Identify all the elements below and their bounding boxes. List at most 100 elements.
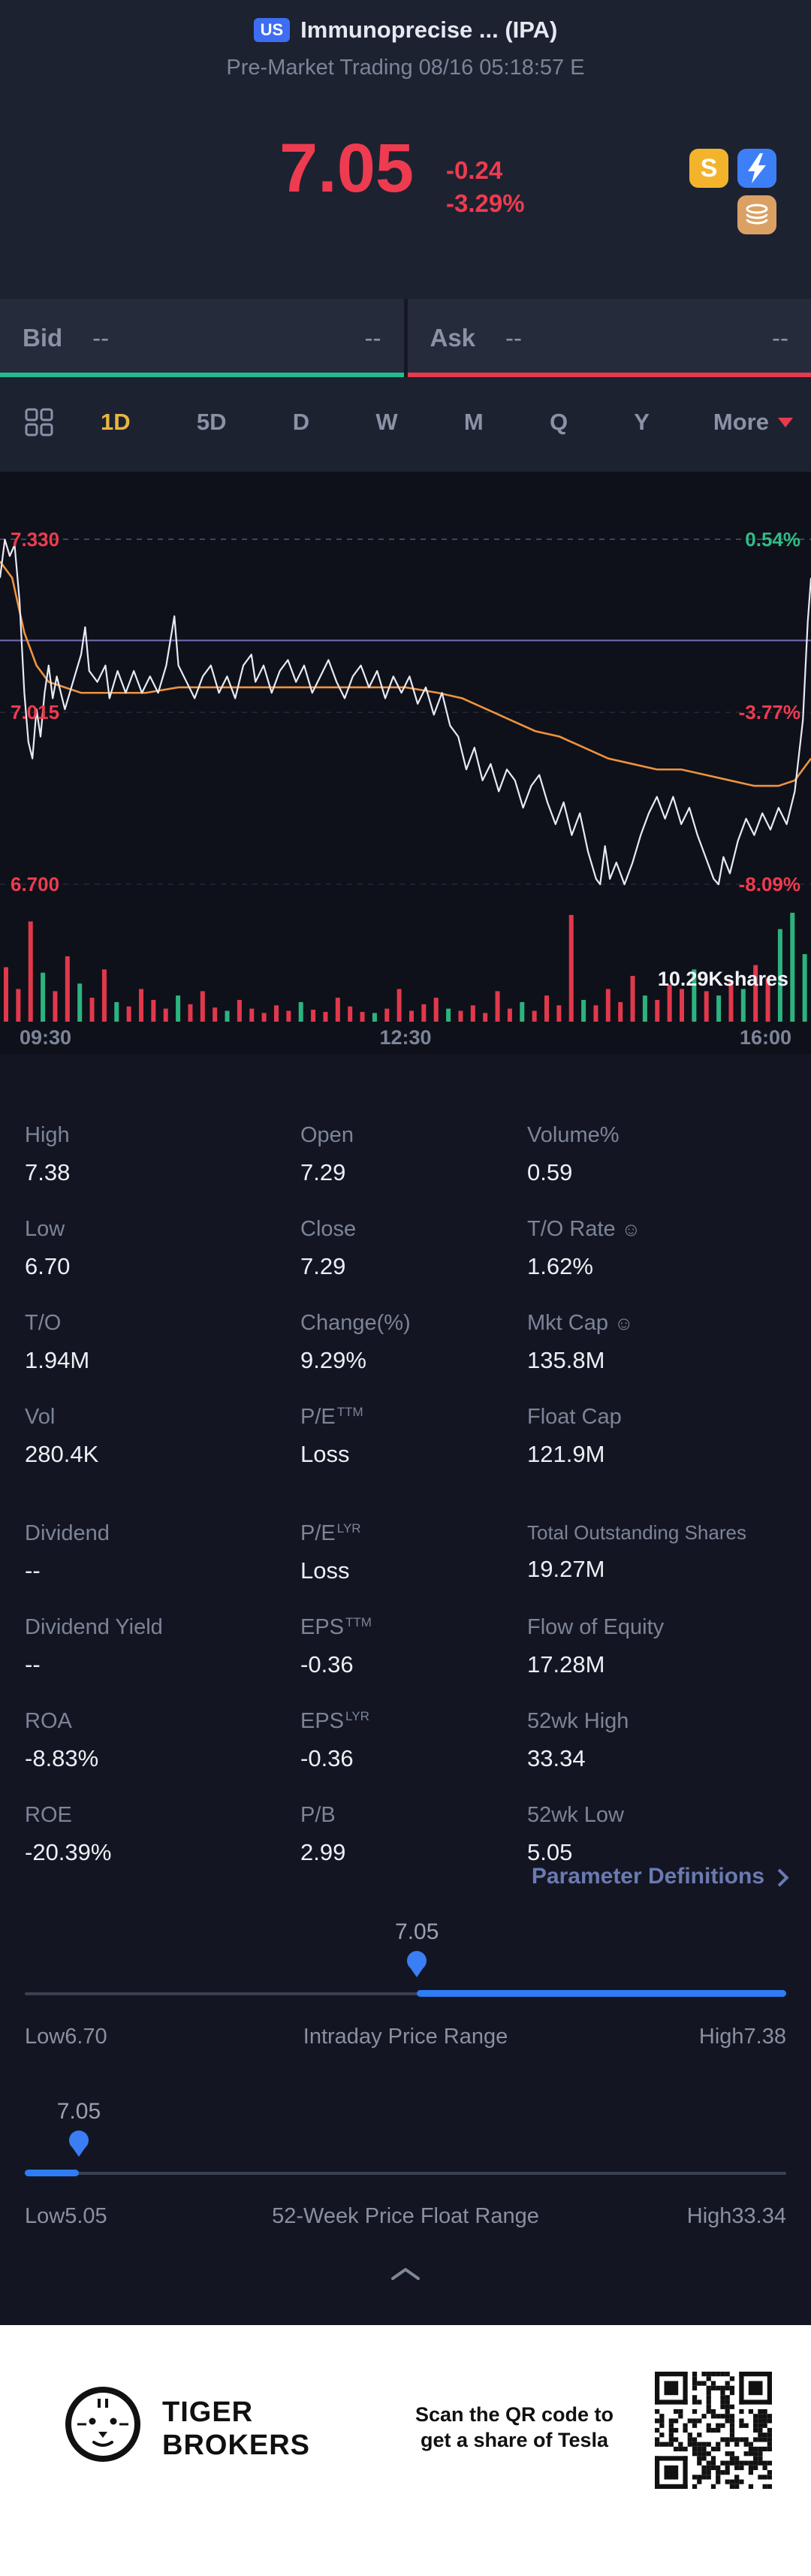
bid-cell[interactable]: Bid -- -- <box>0 299 404 377</box>
stat-label: 52wk Low <box>527 1803 624 1827</box>
chart-layout-grid-icon[interactable] <box>24 407 54 441</box>
stat-label: ROE <box>25 1803 72 1827</box>
bid-size: -- <box>364 324 381 352</box>
s-badge-letter: S <box>700 153 718 183</box>
promo-line-2: get a share of Tesla <box>420 2429 609 2451</box>
s-feature-icon[interactable]: S <box>689 149 728 188</box>
stats-row: Low 6.70 Close 7.29 T/O Rate ☺ 1.62% <box>25 1217 786 1311</box>
slider-low-label: Low6.70 <box>25 2025 107 2049</box>
tab-w[interactable]: W <box>375 409 398 435</box>
tab-d[interactable]: D <box>292 409 310 435</box>
stat-open: Open 7.29 <box>300 1123 527 1217</box>
tiger-brokers-logo <box>64 2385 142 2467</box>
stat-value: 1.94M <box>25 1347 90 1373</box>
qr-code <box>655 2372 772 2489</box>
chevron-right-icon <box>770 1868 789 1887</box>
stat-label: T/O Rate ☺ <box>527 1217 641 1241</box>
stat-value: Loss <box>300 1557 350 1584</box>
stat-change-: Change(%) 9.29% <box>300 1311 527 1405</box>
stat-eps: EPS TTM -0.36 <box>300 1615 527 1709</box>
time-label-close: 16:00 <box>739 1026 791 1049</box>
stat-value: -- <box>25 1557 41 1584</box>
stat-label: Dividend Yield <box>25 1615 163 1639</box>
slider-pin-icon[interactable] <box>68 2131 89 2150</box>
quote-bar: Bid -- -- Ask -- -- <box>0 299 811 377</box>
ask-price: -- <box>505 324 523 352</box>
stat-label: T/O <box>25 1311 62 1335</box>
chart-percent-label: -3.77% <box>738 701 800 724</box>
stats-row: Dividend -- P/E LYR Loss Total Outstanding Sh… <box>25 1521 786 1615</box>
slider-pin-icon[interactable] <box>407 1951 427 1971</box>
slider-fill <box>417 1990 786 1997</box>
title-row: US Immunoprecise ... (IPA) <box>0 0 811 44</box>
stat-label: P/E TTM <box>300 1405 363 1429</box>
bid-label: Bid <box>23 324 63 352</box>
stat-label: EPS LYR <box>300 1709 369 1733</box>
stat-flow-of-equity: Flow of Equity 17.28M <box>527 1615 786 1709</box>
layers-icon[interactable] <box>737 195 776 234</box>
stat-total-outstanding-shares: Total Outstanding Shares 19.27M <box>527 1521 786 1615</box>
stat-low: Low 6.70 <box>25 1217 300 1311</box>
stat-value: 0.59 <box>527 1159 573 1185</box>
slider-current-value: 7.05 <box>395 1919 439 1944</box>
slider-high-label: High7.38 <box>698 2025 786 2049</box>
chart-percent-label: 0.54% <box>745 527 800 551</box>
time-label-mid: 12:30 <box>379 1026 432 1049</box>
stat-value: 17.28M <box>527 1651 605 1678</box>
stat-label: Mkt Cap ☺ <box>527 1311 634 1335</box>
chart-percent-label: -8.09% <box>738 873 800 895</box>
stat-value: 280.4K <box>25 1441 99 1467</box>
slider-high-label: High33.34 <box>686 2204 786 2228</box>
parameter-definitions-label: Parameter Definitions <box>531 1864 764 1889</box>
stat-roe: ROE -20.39% <box>25 1803 300 1897</box>
stat-label: EPS TTM <box>300 1615 372 1639</box>
stat-label: Close <box>300 1217 357 1241</box>
flash-order-icon[interactable] <box>737 149 776 188</box>
brand-line-1: TIGER <box>162 2396 254 2428</box>
chart-price-label: 7.330 <box>11 527 60 551</box>
chart-area[interactable]: 10.29Kshares 09:30 12:30 16:00 7.330 0.54… <box>0 472 811 1054</box>
stat-t-o: T/O 1.94M <box>25 1311 300 1405</box>
ask-cell[interactable]: Ask -- -- <box>407 299 811 377</box>
stat-label: Change(%) <box>300 1311 411 1335</box>
info-face-icon[interactable]: ☺ <box>621 1219 641 1240</box>
more-timeframes-button[interactable]: More <box>713 385 793 460</box>
stack-icon <box>746 204 768 225</box>
tab-q[interactable]: Q <box>549 409 568 435</box>
stat-volume-: Volume% 0.59 <box>527 1123 786 1217</box>
promo-text: Scan the QR code to get a share of Tesla <box>390 2402 638 2453</box>
stats-grid: High 7.38 Open 7.29 Volume% 0.59 Low 6.70 Close 7… <box>25 1123 786 1897</box>
collapse-panel-button[interactable] <box>0 2265 811 2283</box>
exchange-badge: US <box>253 18 291 42</box>
stats-section: High 7.38 Open 7.29 Volume% 0.59 Low 6.70 Close 7… <box>0 1054 811 2325</box>
stats-row: T/O 1.94M Change(%) 9.29% Mkt Cap ☺ 135.8M <box>25 1311 786 1405</box>
stat-value: 135.8M <box>527 1347 605 1373</box>
stat-label: Dividend <box>25 1521 110 1545</box>
stat-dividend-yield: Dividend Yield -- <box>25 1615 300 1709</box>
stock-title: Immunoprecise ... (IPA) <box>300 17 558 43</box>
intraday-chart <box>0 539 811 1022</box>
stat-value: 1.62% <box>527 1253 593 1279</box>
stat-label: 52wk High <box>527 1709 629 1733</box>
last-price: 7.05 <box>279 130 415 207</box>
timeframe-tabbar: 1D 5D D W M Q Y More <box>0 385 811 460</box>
chart-price-label: 6.700 <box>11 873 60 895</box>
fiftytwo-week-range-slider: 7.05 Low5.05 52-Week Price Float Range H… <box>0 2099 811 2238</box>
tab-m[interactable]: M <box>463 409 484 435</box>
stat-value: 9.29% <box>300 1347 366 1373</box>
stat-label: ROA <box>25 1709 72 1733</box>
tab-5d[interactable]: 5D <box>196 409 227 435</box>
stat-value: -0.36 <box>300 1745 354 1771</box>
stat-value: 7.29 <box>300 1253 346 1279</box>
info-face-icon[interactable]: ☺ <box>614 1313 634 1334</box>
ask-label: Ask <box>430 324 476 352</box>
tab-y[interactable]: Y <box>634 409 650 435</box>
stat-label: Float Cap <box>527 1405 622 1429</box>
parameter-definitions-link[interactable]: Parameter Definitions <box>531 1864 789 1889</box>
stat-value: 19.27M <box>527 1556 605 1582</box>
promo-line-1: Scan the QR code to <box>415 2403 614 2426</box>
bid-price: -- <box>92 324 110 352</box>
tab-1d[interactable]: 1D <box>101 409 131 435</box>
stat-label: Volume% <box>527 1123 620 1147</box>
slider-low-label: Low5.05 <box>25 2204 107 2228</box>
